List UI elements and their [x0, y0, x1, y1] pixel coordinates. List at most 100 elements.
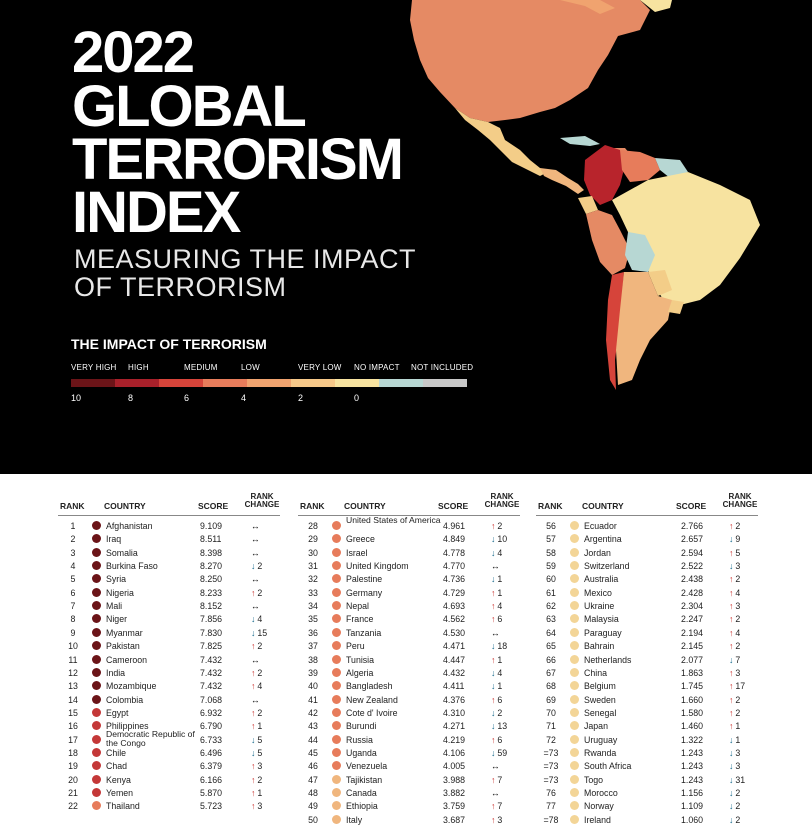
table-row: 48 Canada 3.882 ↔	[298, 787, 528, 800]
severity-dot	[570, 574, 579, 584]
header-divider	[298, 515, 520, 516]
severity-dot	[570, 707, 579, 717]
arrow-down-icon: ↓	[491, 681, 496, 692]
arrow-up-icon: ↑	[491, 601, 496, 612]
severity-dot	[92, 614, 101, 624]
legend-scale-0: 0	[354, 393, 360, 403]
score-cell: 8.398	[200, 547, 223, 558]
rank-cell: 16	[68, 721, 78, 732]
table-row: 20 Kenya 6.166 ↑ 2	[58, 774, 288, 787]
map-mexico	[455, 108, 548, 176]
rank-change-cell: ↑ 3	[729, 601, 740, 611]
legend-scale-8: 8	[128, 393, 134, 403]
score-cell: 3.882	[443, 788, 466, 798]
table-row: 38 Tunisia 4.447 ↑ 1	[298, 654, 528, 667]
score-cell: 3.988	[443, 774, 466, 785]
table-row: 5 Syria 8.250 ↔	[58, 573, 288, 586]
country-cell: Cote d' Ivoire	[346, 707, 398, 718]
country-cell: India	[106, 667, 126, 678]
table-row: 17 Democratic Republic of the Congo 6.733 ↓…	[58, 729, 288, 747]
country-cell: Germany	[346, 587, 383, 598]
rank-change-cell: ↑ 6	[491, 735, 502, 745]
rank-change-value: 10	[497, 534, 508, 545]
legend-scale-4: 4	[241, 393, 247, 403]
rank-cell: 42	[308, 707, 318, 718]
table-row: =78 Ireland 1.060 ↓ 2	[536, 814, 766, 827]
table-row: 40 Bangladesh 4.411 ↓ 1	[298, 680, 528, 693]
rank-change-cell: ↑ 4	[491, 601, 502, 611]
rank-cell: 8	[70, 614, 76, 625]
country-cell: Mozambique	[106, 681, 157, 692]
rank-change-value: 9	[735, 534, 741, 545]
rank-change-value: 2	[735, 801, 741, 812]
country-cell: Chile	[106, 747, 127, 758]
header-country: COUNTRY	[104, 501, 146, 511]
country-cell: Malaysia	[584, 614, 619, 625]
severity-dot	[332, 814, 341, 824]
arrow-up-icon: ↑	[251, 721, 256, 732]
table-row: 46 Venezuela 4.005 ↔	[298, 760, 528, 773]
score-cell: 4.310	[443, 707, 466, 718]
rank-change-value: 2	[257, 587, 263, 598]
country-cell: Myanmar	[106, 627, 143, 638]
rank-change-cell: ↑ 2	[251, 588, 262, 598]
severity-dot	[570, 641, 579, 651]
map-colombia	[584, 145, 625, 205]
rank-cell: 49	[308, 801, 318, 812]
arrow-same-icon: ↔	[251, 654, 260, 665]
severity-dot	[570, 614, 579, 624]
arrow-up-icon: ↑	[251, 667, 256, 678]
rank-change-cell: ↔	[251, 601, 262, 611]
country-cell: Nepal	[346, 601, 369, 612]
severity-dot	[332, 801, 341, 811]
rank-change-cell: ↑ 1	[729, 721, 740, 731]
rank-change-cell: ↑ 2	[729, 708, 740, 718]
rank-cell: 63	[546, 614, 556, 625]
rank-change-cell: ↑ 6	[491, 695, 502, 705]
rank-change-cell: ↔	[251, 695, 262, 705]
table-row: 12 India 7.432 ↑ 2	[58, 667, 288, 680]
rank-cell: 70	[546, 707, 556, 718]
score-cell: 4.376	[443, 694, 466, 705]
arrow-down-icon: ↓	[491, 721, 496, 732]
rank-change-cell: ↑ 2	[251, 641, 262, 651]
rank-cell: 34	[308, 601, 318, 612]
rank-change-value: 3	[735, 561, 741, 572]
ranking-table: RANK COUNTRY SCORE RANK CHANGE 1 Afghanistan 9.…	[0, 474, 812, 833]
severity-dot	[92, 601, 101, 611]
severity-dot	[332, 681, 341, 691]
table-row: 15 Egypt 6.932 ↑ 2	[58, 707, 288, 720]
legend-swatch	[379, 379, 423, 387]
country-cell: Paraguay	[584, 627, 622, 638]
country-cell: Argentina	[584, 534, 622, 545]
rank-cell: 58	[546, 547, 556, 558]
rank-cell: 59	[546, 561, 556, 572]
country-cell: Niger	[106, 614, 128, 625]
country-cell: Yemen	[106, 788, 134, 798]
score-cell: 7.432	[200, 667, 223, 678]
legend-label-very-low: VERY LOW	[298, 363, 342, 372]
score-cell: 4.106	[443, 747, 466, 758]
arrow-same-icon: ↔	[251, 534, 260, 545]
rank-cell: 10	[68, 641, 78, 652]
rank-cell: 22	[68, 801, 78, 812]
score-cell: 1.580	[681, 707, 704, 718]
score-cell: 8.250	[200, 574, 223, 585]
score-cell: 4.271	[443, 721, 466, 732]
country-cell: Uganda	[346, 747, 377, 758]
score-cell: 8.152	[200, 601, 223, 612]
table-row: 34 Nepal 4.693 ↑ 4	[298, 600, 528, 613]
score-cell: 7.068	[200, 694, 223, 705]
severity-dot	[570, 601, 579, 611]
score-cell: 2.194	[681, 627, 704, 638]
rank-change-value: 2	[497, 521, 503, 531]
score-cell: 2.304	[681, 601, 704, 612]
rank-change-value: 2	[735, 707, 741, 718]
arrow-same-icon: ↔	[491, 788, 500, 798]
arrow-down-icon: ↓	[251, 747, 256, 758]
rank-change-value: 4	[735, 587, 741, 598]
arrow-same-icon: ↔	[491, 561, 500, 572]
severity-dot	[92, 521, 101, 530]
legend-scale-10: 10	[71, 393, 82, 403]
country-cell: Venezuela	[346, 761, 388, 772]
